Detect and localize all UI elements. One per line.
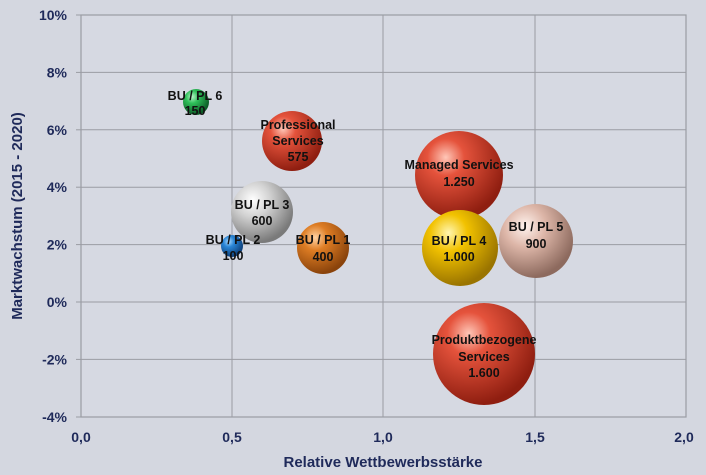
y-tick: -4% <box>42 409 67 425</box>
bubble-value: 600 <box>252 214 273 228</box>
bubble-label: BU / PL 5 <box>509 220 564 234</box>
bubble-professional-services <box>262 111 322 171</box>
bubble-label: Produktbezogene <box>432 333 537 347</box>
bubble-label: BU / PL 3 <box>235 198 290 212</box>
bubble-bu-pl-6 <box>183 89 209 115</box>
bubble-value: 900 <box>526 237 547 251</box>
bubble-label: Services <box>272 134 323 148</box>
bubble-label: Professional <box>260 118 335 132</box>
x-tick: 1,0 <box>373 429 393 445</box>
y-tick: 4% <box>47 179 68 195</box>
bubble-produktbezogene-services <box>433 303 535 405</box>
bubble-bu-pl-1 <box>297 222 349 274</box>
y-tick: -2% <box>42 351 67 367</box>
bubble-label: BU / PL 4 <box>432 234 487 248</box>
y-axis-ticks: 10% 8% 6% 4% 2% 0% -2% -4% <box>39 7 68 425</box>
bubble-label: Services <box>458 350 509 364</box>
x-tick: 0,5 <box>222 429 242 445</box>
y-tick: 2% <box>47 237 68 253</box>
bubble-labels: BU / PL 6 150 Professional Services 575 … <box>168 89 564 380</box>
bubble-value: 1.250 <box>443 175 474 189</box>
y-tick: 8% <box>47 64 68 80</box>
bubble-label: BU / PL 1 <box>296 233 351 247</box>
bubble-value: 100 <box>223 249 244 263</box>
x-tick: 1,5 <box>525 429 545 445</box>
bubble-bu-pl-4 <box>422 210 498 286</box>
x-tick: 2,0 <box>674 429 694 445</box>
bubble-bu-pl-5 <box>499 204 573 278</box>
y-axis-title: Marktwachstum (2015 - 2020) <box>9 112 26 320</box>
bubble-label: Managed Services <box>404 158 513 172</box>
bubbles <box>183 89 573 405</box>
bubble-managed-services <box>415 131 503 219</box>
y-tick: 6% <box>47 122 68 138</box>
bubble-value: 150 <box>185 104 206 118</box>
x-tick: 0,0 <box>71 429 91 445</box>
bubble-value: 400 <box>313 250 334 264</box>
bubble-bu-pl-2 <box>221 235 243 257</box>
x-axis-ticks: 0,0 0,5 1,0 1,5 2,0 <box>71 429 694 445</box>
bubble-label: BU / PL 2 <box>206 233 261 247</box>
bubble-bu-pl-3 <box>231 181 293 243</box>
y-tick: 0% <box>47 294 68 310</box>
bubble-label: BU / PL 6 <box>168 89 223 103</box>
gridlines <box>81 15 686 417</box>
bubble-value: 575 <box>288 150 309 164</box>
bubble-value: 1.000 <box>443 250 474 264</box>
x-axis-title: Relative Wettbewerbsstärke <box>284 454 483 471</box>
bubble-value: 1.600 <box>468 366 499 380</box>
y-tick: 10% <box>39 7 68 23</box>
